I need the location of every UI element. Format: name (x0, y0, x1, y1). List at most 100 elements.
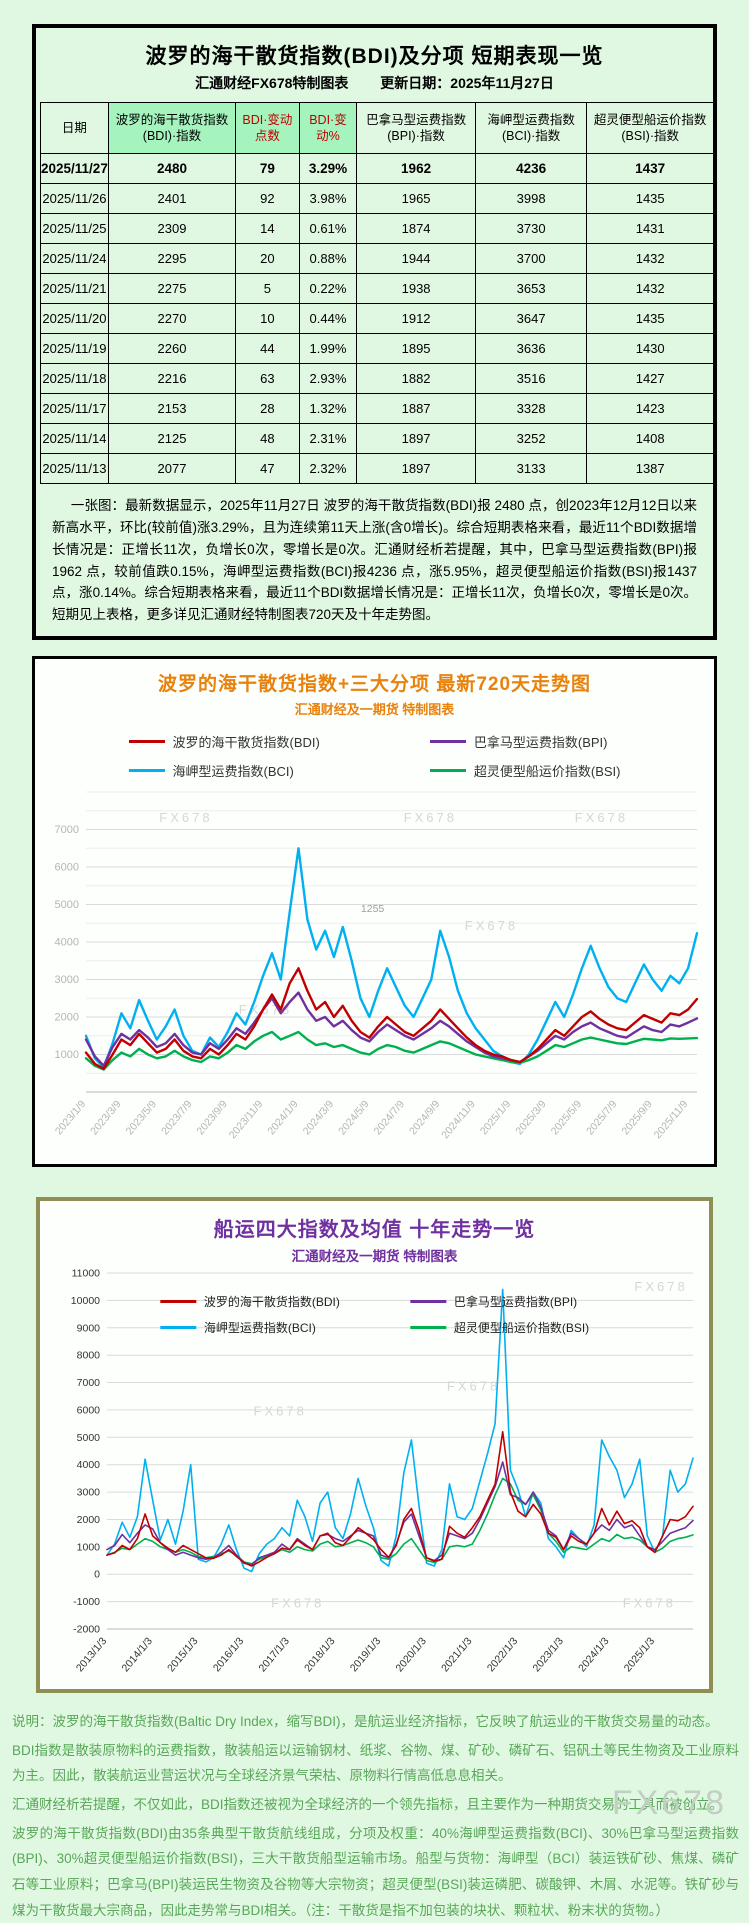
table-cell: 3.29% (298, 153, 358, 184)
table-row: 2025/11/26 2401 92 3.98% 1965 3998 1435 (40, 183, 714, 214)
legend-label: 超灵便型船运价指数(BSI) (453, 1321, 590, 1336)
table-row: 2025/11/21 2275 5 0.22% 1938 3653 1432 (40, 273, 714, 304)
table-cell: 2480 (107, 153, 237, 184)
table-row: 2025/11/24 2295 20 0.88% 1944 3700 1432 (40, 243, 714, 274)
table-cell: 47 (235, 453, 300, 484)
table-cell: 1387 (586, 453, 714, 484)
table-cell: 2025/11/26 (40, 183, 109, 214)
column-header: 海岬型运费指数(BCI)·指数 (474, 102, 588, 154)
legend-swatch (409, 1300, 446, 1304)
table-cell: 2270 (107, 303, 237, 334)
svg-text:4000: 4000 (55, 937, 79, 949)
svg-text:8000: 8000 (76, 1350, 100, 1362)
table-cell: 1408 (586, 423, 714, 454)
table-cell: 14 (235, 213, 300, 244)
table-cell: 1427 (586, 363, 714, 394)
table-cell: 2025/11/25 (40, 213, 109, 244)
chart-10y-title: 船运四大指数及均值 十年走势一览 (213, 1219, 536, 1242)
table-cell: 3998 (474, 183, 588, 214)
table-cell: 3730 (474, 213, 588, 244)
table-cell: 3328 (474, 393, 588, 424)
svg-text:6000: 6000 (55, 862, 79, 874)
table-cell: 2025/11/13 (40, 453, 109, 484)
svg-text:2014/1/3: 2014/1/3 (119, 1635, 155, 1674)
short-term-panel: 波罗的海干散货指数(BDI)及分项 短期表现一览 汇通财经FX678特制图表 更… (32, 24, 717, 641)
table-row: 2025/11/27 2480 79 3.29% 1962 4236 1437 (40, 153, 714, 184)
svg-text:2000: 2000 (76, 1514, 100, 1526)
table-cell: 3636 (474, 333, 588, 364)
table-row: 2025/11/25 2309 14 0.61% 1874 3730 1431 (40, 213, 714, 244)
legend-swatch (409, 1326, 446, 1330)
svg-text:1000: 1000 (76, 1541, 100, 1553)
table-cell: 1423 (586, 393, 714, 424)
svg-text:2025/7/9: 2025/7/9 (584, 1098, 620, 1137)
table-cell: 2025/11/19 (40, 333, 109, 364)
svg-text:2020/1/3: 2020/1/3 (393, 1635, 429, 1674)
table-cell: 2125 (107, 423, 237, 454)
table-cell: 3516 (474, 363, 588, 394)
legend-item: 巴拿马型运费指数(BPI) (409, 1293, 589, 1310)
svg-text:2025/3/9: 2025/3/9 (513, 1098, 549, 1137)
table-cell: 28 (235, 393, 300, 424)
table-cell: 2025/11/21 (40, 273, 109, 304)
chart-watermark: FX678 (253, 1404, 306, 1419)
page: { "page": { "watermark": "FX678" }, "top… (0, 24, 749, 1918)
table-cell: 2.31% (298, 423, 358, 454)
legend-item: 超灵便型船运价指数(BSI) (429, 761, 621, 780)
table-cell: 2153 (107, 393, 237, 424)
trend-chart-10y: -2000 -1000 0 1000 2000 3000 4000 5000 6000 7000 8… (70, 1268, 694, 1674)
bdi-table: 日期 波罗的海干散货指数(BDI)·指数 BDI·变动点数 BDI·变动% 巴拿马型运费… (40, 102, 714, 484)
svg-text:4000: 4000 (76, 1459, 100, 1471)
legend-item: 巴拿马型运费指数(BPI) (429, 732, 621, 751)
legend-swatch (429, 769, 466, 773)
note-line: 波罗的海干散货指数(BDI)由35条典型干散货航线组成，分项及权重：40%海岬型… (12, 1825, 739, 1918)
table-cell: 48 (235, 423, 300, 454)
table-cell: 3700 (474, 243, 588, 274)
svg-text:2025/1/9: 2025/1/9 (478, 1098, 514, 1137)
chart-720-legend: 波罗的海干散货指数(BDI) 巴拿马型运费指数(BPI) 海岬型运费指数(BCI) 超… (35, 732, 714, 780)
table-cell: 1897 (356, 453, 476, 484)
svg-text:2019/1/3: 2019/1/3 (347, 1635, 383, 1674)
table-cell: 2.32% (298, 453, 358, 484)
table-cell: 2025/11/20 (40, 303, 109, 334)
table-cell: 1882 (356, 363, 476, 394)
svg-text:2024/1/9: 2024/1/9 (265, 1098, 301, 1137)
svg-text:2018/1/3: 2018/1/3 (302, 1635, 338, 1674)
table-cell: 3653 (474, 273, 588, 304)
chart-720-subtitle: 汇通财经及一期货 特制图表 (294, 702, 455, 718)
table-cell: 1431 (586, 213, 714, 244)
svg-text:2023/1/9: 2023/1/9 (53, 1098, 89, 1137)
svg-text:10000: 10000 (70, 1295, 99, 1307)
svg-text:1000: 1000 (55, 1049, 79, 1061)
table-cell: 3252 (474, 423, 588, 454)
chart-watermark: FX678 (622, 1596, 675, 1611)
column-header: 波罗的海干散货指数(BDI)·指数 (107, 102, 237, 154)
legend-swatch (128, 769, 165, 773)
svg-text:2024/9/9: 2024/9/9 (407, 1098, 443, 1137)
note-line: 汇通财经析若提醒，不仅如此，BDI指数还被视为全球经济的一个领先指标，且主要作为… (12, 1797, 724, 1813)
legend-swatch (429, 740, 466, 744)
column-header: BDI·变动% (298, 102, 358, 154)
legend-label: 巴拿马型运费指数(BPI) (473, 735, 608, 751)
table-cell: 1.99% (298, 333, 358, 364)
table-cell: 1965 (356, 183, 476, 214)
table-cell: 2077 (107, 453, 237, 484)
table-cell: 1432 (586, 273, 714, 304)
page-title: 波罗的海干散货指数(BDI)及分项 短期表现一览 (145, 45, 604, 68)
svg-text:9000: 9000 (76, 1322, 100, 1334)
table-row: 2025/11/19 2260 44 1.99% 1895 3636 1430 (40, 333, 714, 364)
table-cell: 20 (235, 243, 300, 274)
table-cell: 0.88% (298, 243, 358, 274)
svg-text:2023/3/9: 2023/3/9 (88, 1098, 124, 1137)
legend-label: 超灵便型船运价指数(BSI) (473, 764, 621, 780)
table-cell: 2025/11/17 (40, 393, 109, 424)
chart-10y-legend: 波罗的海干散货指数(BDI) 巴拿马型运费指数(BPI) 海岬型运费指数(BCI) 超… (159, 1293, 590, 1336)
source-label: 汇通财经FX678特制图表 (195, 75, 349, 91)
svg-text:2025/1/3: 2025/1/3 (621, 1635, 657, 1674)
table-cell: 1895 (356, 333, 476, 364)
chart-watermark: FX678 (404, 810, 457, 825)
table-cell: 2025/11/24 (40, 243, 109, 274)
legend-swatch (159, 1326, 196, 1330)
table-cell: 2025/11/14 (40, 423, 109, 454)
table-cell: 3.98% (298, 183, 358, 214)
